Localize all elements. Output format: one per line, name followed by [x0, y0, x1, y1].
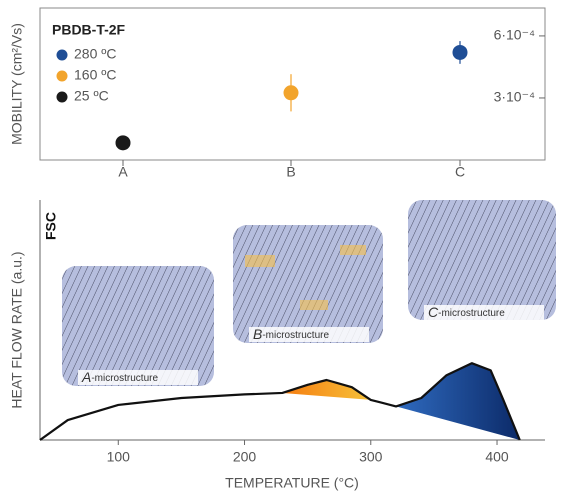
x-tick-label: 200: [233, 449, 257, 465]
data-point: [452, 44, 468, 60]
annotation-text: -microstructure: [91, 373, 158, 384]
legend-marker: [56, 49, 68, 61]
x-tick-label: A: [118, 164, 128, 180]
y-axis-label: MOBILITY (cm²/Vs): [9, 23, 25, 145]
legend-marker: [56, 70, 68, 82]
x-tick-label: 300: [359, 449, 383, 465]
annotation-letter: C: [428, 304, 439, 320]
annotation-text: -microstructure: [438, 308, 505, 319]
annotation-letter: B: [253, 326, 262, 342]
annotation-box: [249, 327, 369, 342]
heat-flow-line: [39, 362, 521, 441]
annotation-text: -microstructure: [262, 330, 329, 341]
x-axis-label: TEMPERATURE (°C): [225, 475, 359, 491]
micro-b: [233, 225, 383, 343]
legend-label: 160 ºC: [74, 67, 116, 83]
annotation: A-microstructure: [81, 369, 158, 385]
x-tick-label: B: [286, 164, 295, 180]
y-axis-label: HEAT FLOW RATE (a.u.): [9, 251, 25, 408]
x-tick-label: C: [455, 164, 465, 180]
legend-label: 280 ºC: [74, 46, 116, 62]
y-tick-label: 6·10⁻⁴: [494, 27, 535, 43]
annotation-letter: A: [81, 369, 91, 385]
y-tick-label: 3·10⁻⁴: [494, 89, 535, 105]
peak-b: [282, 380, 371, 400]
annotation: B-microstructure: [253, 326, 329, 342]
peak-c: [396, 363, 520, 440]
micro-a: [62, 266, 214, 386]
plot-frame: [39, 7, 546, 161]
annotation-box: [78, 370, 198, 385]
annotation: C-microstructure: [428, 304, 505, 320]
legend-title: PBDB-T-2F: [52, 22, 126, 38]
legend-marker: [56, 91, 68, 103]
chart-title: FSC: [43, 212, 59, 240]
x-tick-label: 400: [485, 449, 509, 465]
data-point: [283, 85, 299, 101]
data-point: [115, 135, 131, 151]
annotation-box: [424, 305, 544, 320]
legend-label: 25 ºC: [74, 88, 109, 104]
micro-c: [408, 200, 556, 320]
x-tick-label: 100: [107, 449, 131, 465]
